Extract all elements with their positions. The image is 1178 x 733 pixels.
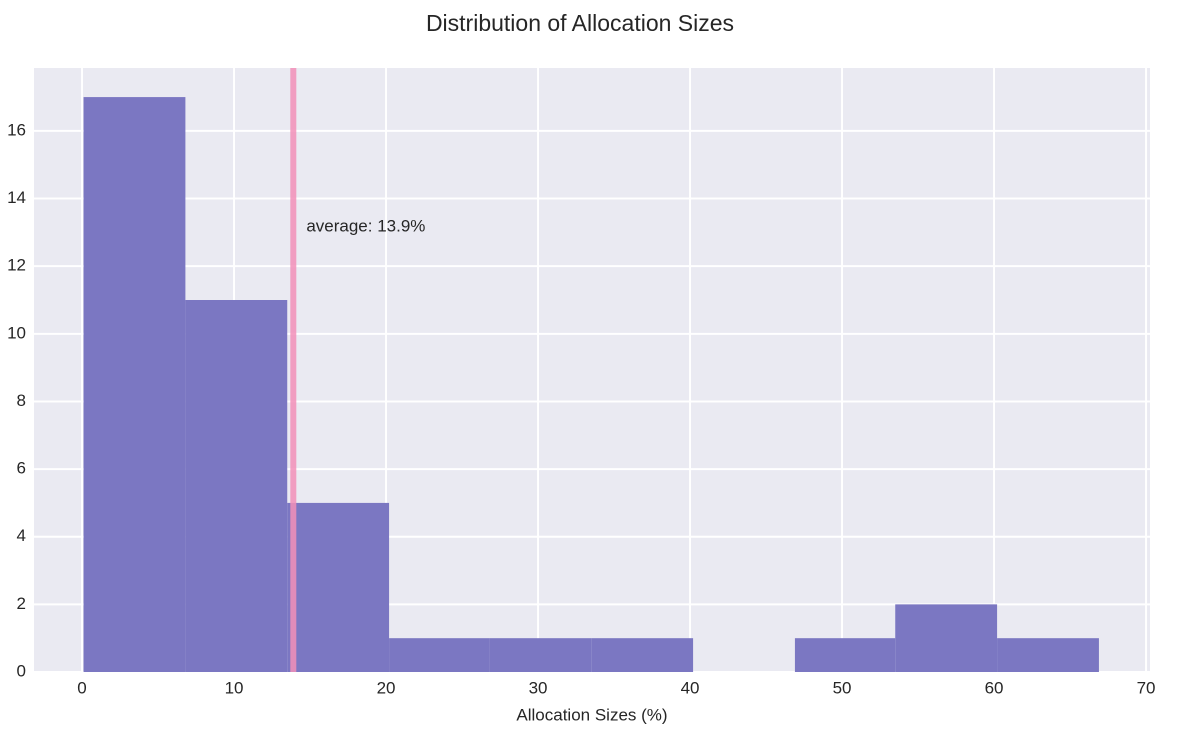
bar xyxy=(489,638,592,672)
y-tick-label: 8 xyxy=(17,391,26,410)
bar xyxy=(997,638,1099,672)
x-tick-label: 70 xyxy=(1137,678,1156,697)
x-tick-label: 50 xyxy=(833,678,852,697)
y-tick-label: 12 xyxy=(7,256,26,275)
y-tick-label: 6 xyxy=(17,459,26,478)
x-tick-label: 40 xyxy=(681,678,700,697)
y-tick-label: 14 xyxy=(7,188,26,207)
bar xyxy=(83,97,186,672)
annotation: average: 13.9% xyxy=(306,216,425,235)
x-tick-label: 20 xyxy=(377,678,396,697)
x-tick-label: 10 xyxy=(225,678,244,697)
y-tick-label: 4 xyxy=(17,526,26,545)
bar xyxy=(591,638,694,672)
bar xyxy=(389,638,490,672)
x-tick-label: 60 xyxy=(985,678,1004,697)
bar xyxy=(185,299,288,672)
y-tick-label: 10 xyxy=(7,323,26,342)
chart-title: Distribution of Allocation Sizes xyxy=(426,10,734,36)
y-tick-label: 2 xyxy=(17,594,26,613)
y-tick-label: 16 xyxy=(7,120,26,139)
x-axis-label: Allocation Sizes (%) xyxy=(516,705,667,724)
x-tick-label: 30 xyxy=(529,678,548,697)
y-tick-label: 0 xyxy=(17,661,26,680)
bar xyxy=(794,638,896,672)
bar xyxy=(287,502,390,672)
bar xyxy=(895,604,998,672)
x-tick-label: 0 xyxy=(77,678,86,697)
